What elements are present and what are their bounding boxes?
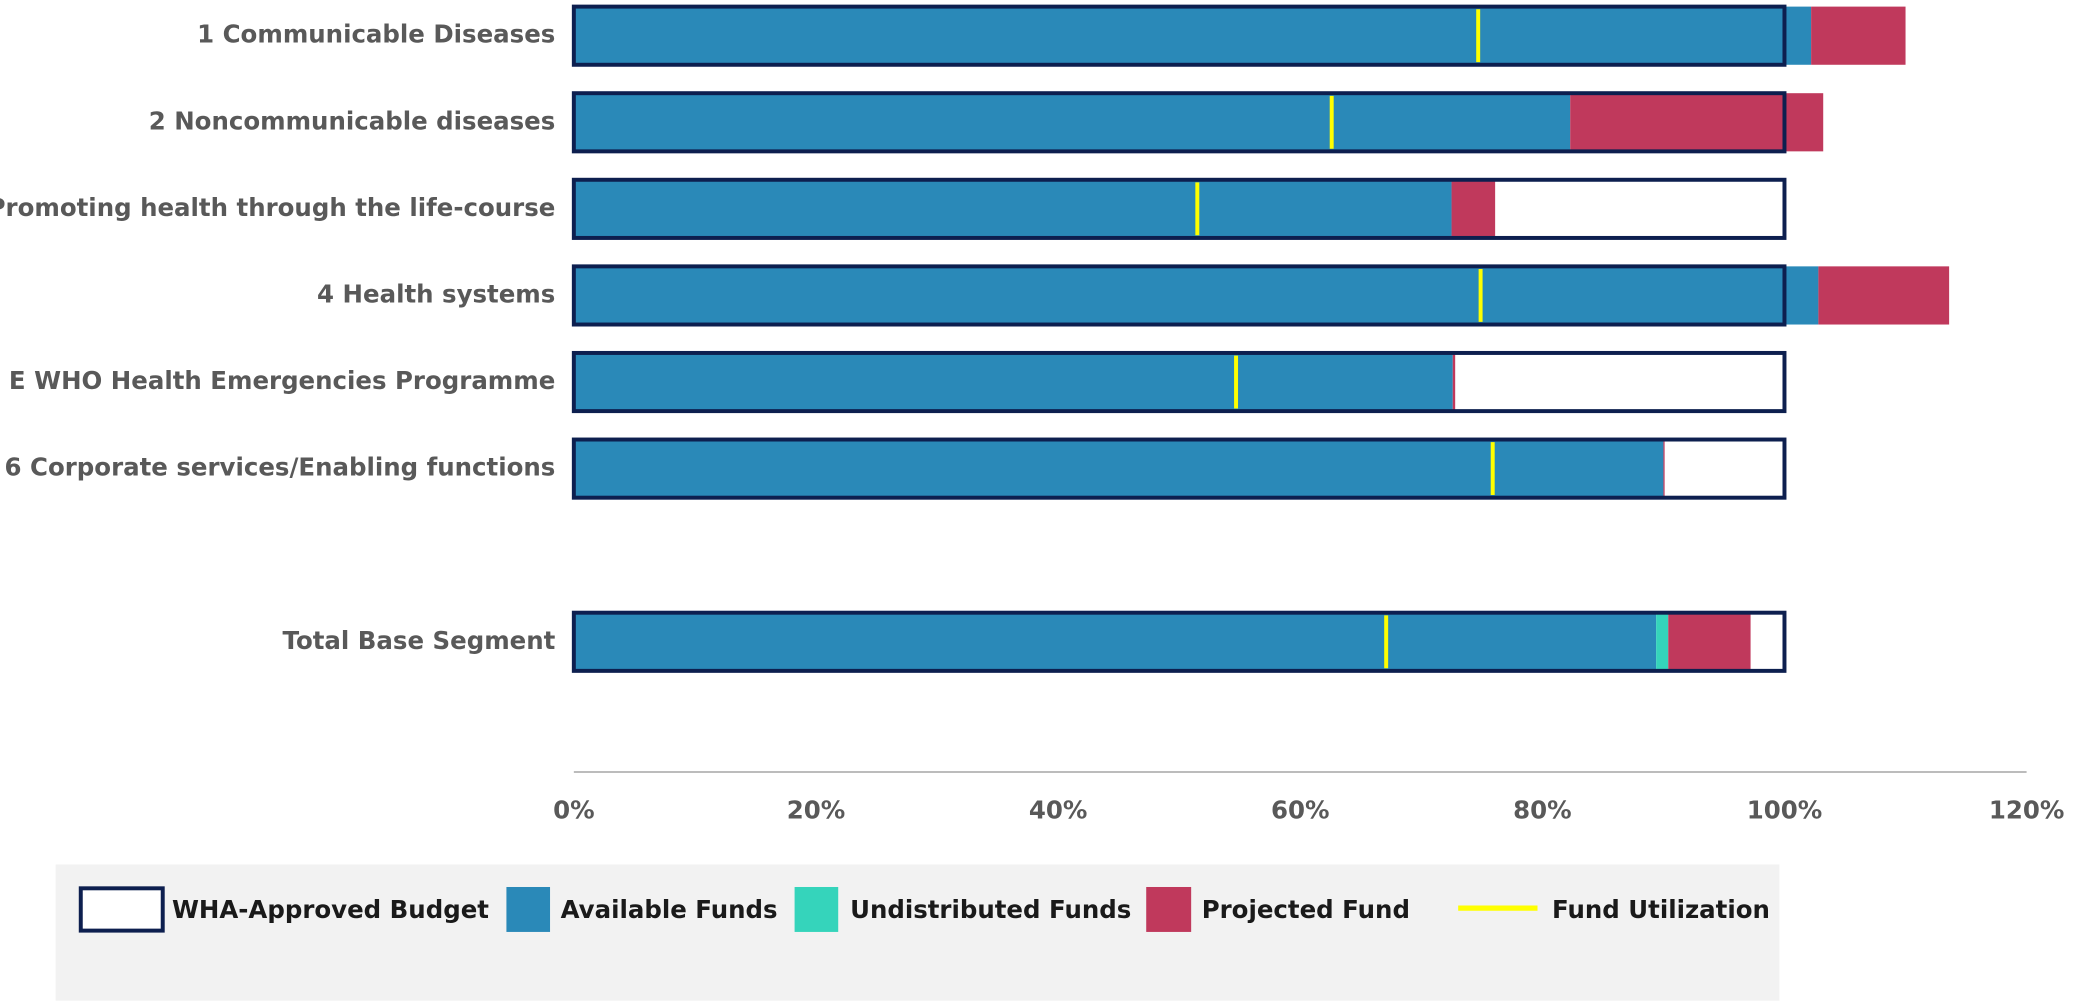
bar-segment <box>1656 612 1669 671</box>
y-tick-label: 6 Corporate services/Enabling functions <box>5 453 556 482</box>
legend-label: Available Funds <box>561 895 778 924</box>
y-tick-label: E WHO Health Emergencies Programme <box>9 366 555 395</box>
budget-outline <box>571 610 1787 673</box>
bar-segment <box>1668 612 1751 671</box>
x-tick-label: 20% <box>787 796 846 825</box>
bar-segment <box>1818 266 1950 325</box>
legend-label: Projected Fund <box>1202 895 1410 924</box>
bar-segment <box>573 266 1819 325</box>
y-tick-label: 4 Health systems <box>317 279 555 308</box>
bar-segment <box>573 612 1657 671</box>
budget-outline <box>571 4 1787 67</box>
bar-segment <box>573 439 1664 498</box>
bar-segment <box>573 352 1453 412</box>
legend-label: Undistributed Funds <box>850 895 1131 924</box>
legend-box <box>55 864 1780 1001</box>
budget-outline <box>571 264 1787 327</box>
budget-outline <box>571 91 1787 154</box>
legend-label: Fund Utilization <box>1552 895 1770 924</box>
legend-swatch <box>794 886 839 932</box>
budget-outline <box>571 177 1787 240</box>
y-tick-label: 1 Communicable Diseases <box>197 20 555 49</box>
bar-segment <box>1663 439 1665 498</box>
y-tick-label: 2 Noncommunicable diseases <box>149 106 556 135</box>
x-tick-label: 120% <box>1989 796 2064 825</box>
y-tick-label: 3 Promoting health through the life-cour… <box>0 193 555 222</box>
x-tick-label: 60% <box>1271 796 1330 825</box>
bar-segment <box>1811 6 1906 65</box>
legend-swatch <box>78 886 165 933</box>
x-tick-label: 100% <box>1747 796 1823 825</box>
bar-segment <box>573 179 1452 238</box>
x-tick-label: 80% <box>1513 796 1572 825</box>
bar-segment <box>1452 352 1456 412</box>
legend: WHA-Approved Budget Available Funds Undi… <box>78 886 1770 933</box>
legend-swatch <box>1146 886 1192 932</box>
budget-outline <box>571 350 1787 414</box>
x-tick-label: 0% <box>553 796 595 825</box>
bar-segment <box>1570 93 1824 152</box>
budget-outline <box>571 437 1787 500</box>
legend-swatch <box>506 886 551 932</box>
x-tick-label: 40% <box>1029 796 1088 825</box>
y-tick-label: Total Base Segment <box>283 626 556 655</box>
legend-label: WHA-Approved Budget <box>172 895 489 924</box>
bar-segment <box>1451 179 1496 238</box>
bar-segment <box>573 93 1571 152</box>
bar-segment <box>573 6 1812 65</box>
